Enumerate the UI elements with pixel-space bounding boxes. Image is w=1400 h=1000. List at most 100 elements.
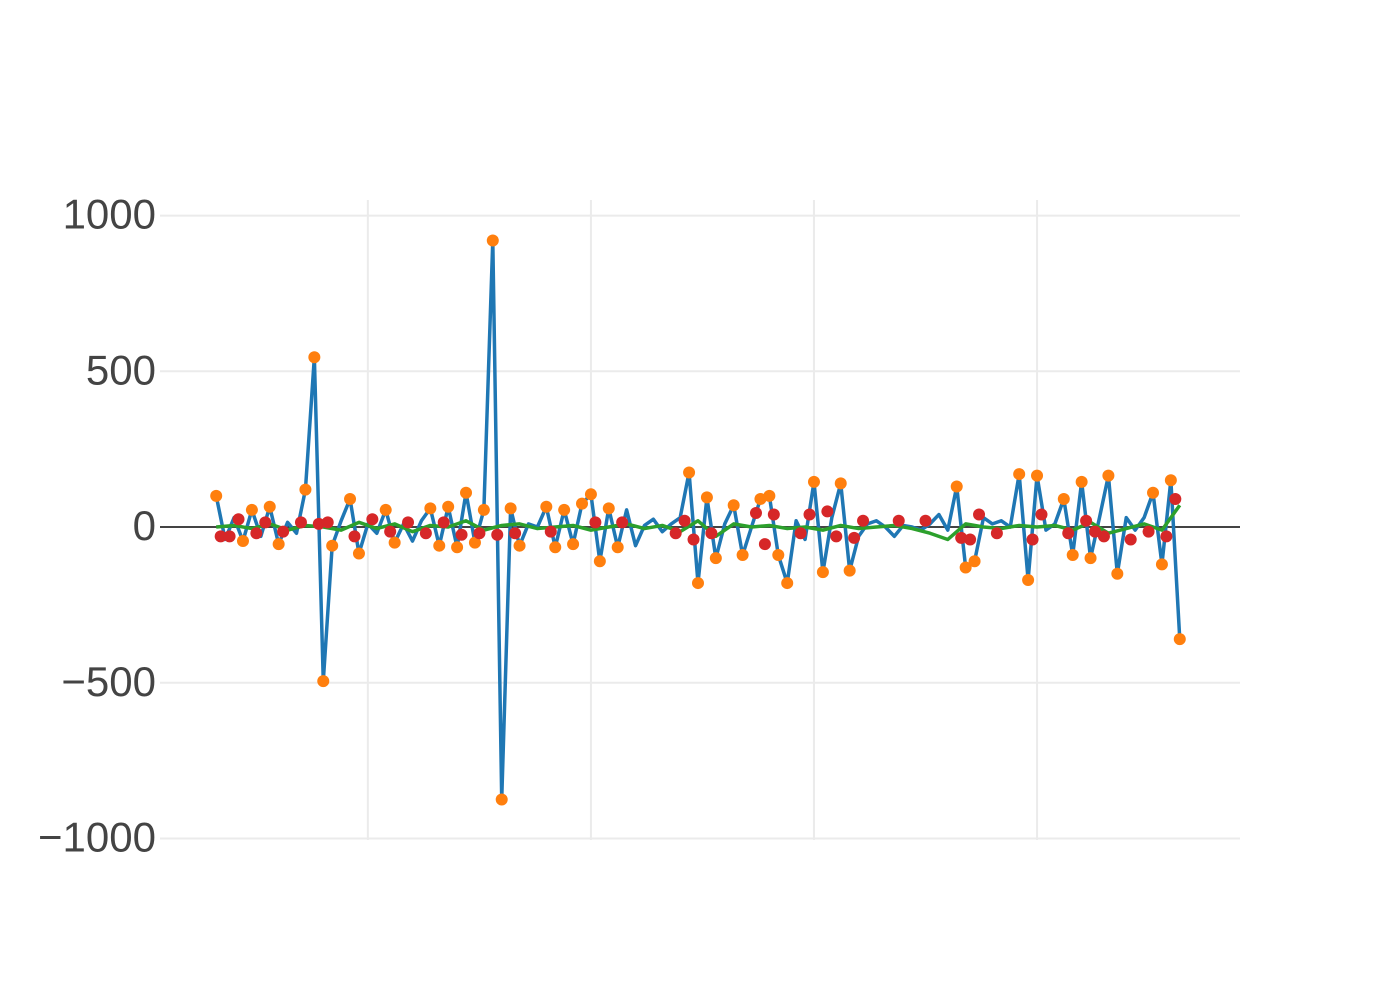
marker [1124, 533, 1137, 546]
marker [348, 530, 361, 543]
marker [1164, 474, 1177, 487]
y-tick-label: 1000 [63, 191, 156, 238]
marker [214, 530, 227, 543]
marker [834, 477, 847, 490]
marker [848, 531, 861, 544]
y-tick-label: 500 [86, 346, 156, 393]
marker [843, 564, 856, 577]
marker [964, 533, 977, 546]
marker [1155, 558, 1168, 571]
marker [1084, 552, 1097, 565]
marker [794, 527, 807, 540]
marker [602, 502, 615, 515]
marker [402, 516, 415, 529]
marker [419, 527, 432, 540]
marker [968, 555, 981, 568]
marker [460, 486, 473, 499]
marker [468, 536, 481, 549]
marker [781, 577, 794, 590]
marker [758, 538, 771, 551]
marker [504, 502, 517, 515]
marker [669, 527, 682, 540]
marker [513, 539, 526, 552]
marker [299, 483, 312, 496]
marker [272, 538, 285, 551]
marker [919, 514, 932, 527]
marker [223, 530, 236, 543]
marker [589, 516, 602, 529]
marker [495, 793, 508, 806]
marker [1169, 492, 1182, 505]
marker [821, 505, 834, 518]
marker [959, 561, 972, 574]
marker [892, 514, 905, 527]
y-tick-label: −1000 [38, 814, 156, 861]
marker [1026, 533, 1039, 546]
marker [352, 547, 365, 560]
marker [1031, 469, 1044, 482]
marker [709, 552, 722, 565]
marker [549, 541, 562, 554]
marker [366, 513, 379, 526]
marker [687, 533, 700, 546]
marker [317, 675, 330, 688]
marker [321, 516, 334, 529]
marker [584, 488, 597, 501]
marker [491, 528, 504, 541]
marker [455, 528, 468, 541]
marker [1173, 633, 1186, 646]
marker [990, 527, 1003, 540]
marker [736, 549, 749, 562]
marker [312, 517, 325, 530]
marker [250, 527, 263, 540]
marker [691, 577, 704, 590]
marker [593, 555, 606, 568]
marker [544, 525, 557, 538]
marker [683, 466, 696, 479]
marker [749, 506, 762, 519]
marker [486, 234, 499, 247]
marker [477, 503, 490, 516]
marker [384, 525, 397, 538]
marker [955, 531, 968, 544]
marker [803, 508, 816, 521]
marker [1111, 567, 1124, 580]
marker [950, 480, 963, 493]
marker [277, 525, 290, 538]
marker [973, 508, 986, 521]
marker [437, 516, 450, 529]
marker [388, 536, 401, 549]
marker [236, 535, 249, 548]
marker [433, 539, 446, 552]
marker [1075, 475, 1088, 488]
marker [567, 538, 580, 551]
marker [705, 527, 718, 540]
marker [857, 514, 870, 527]
marker [232, 513, 245, 526]
marker [807, 475, 820, 488]
marker [1013, 468, 1026, 481]
marker [816, 566, 829, 579]
marker [772, 549, 785, 562]
marker [424, 502, 437, 515]
marker [509, 527, 522, 540]
marker [379, 503, 392, 516]
marker [1097, 530, 1110, 543]
marker [245, 503, 258, 516]
marker [616, 516, 629, 529]
marker [576, 497, 589, 510]
marker [263, 500, 276, 513]
y-tick-label: 0 [133, 502, 156, 549]
marker [442, 500, 455, 513]
marker [294, 516, 307, 529]
marker [1066, 549, 1079, 562]
marker [1160, 530, 1173, 543]
marker [611, 541, 624, 554]
marker [830, 530, 843, 543]
marker [700, 491, 713, 504]
marker [678, 514, 691, 527]
marker [1080, 514, 1093, 527]
marker [326, 539, 339, 552]
